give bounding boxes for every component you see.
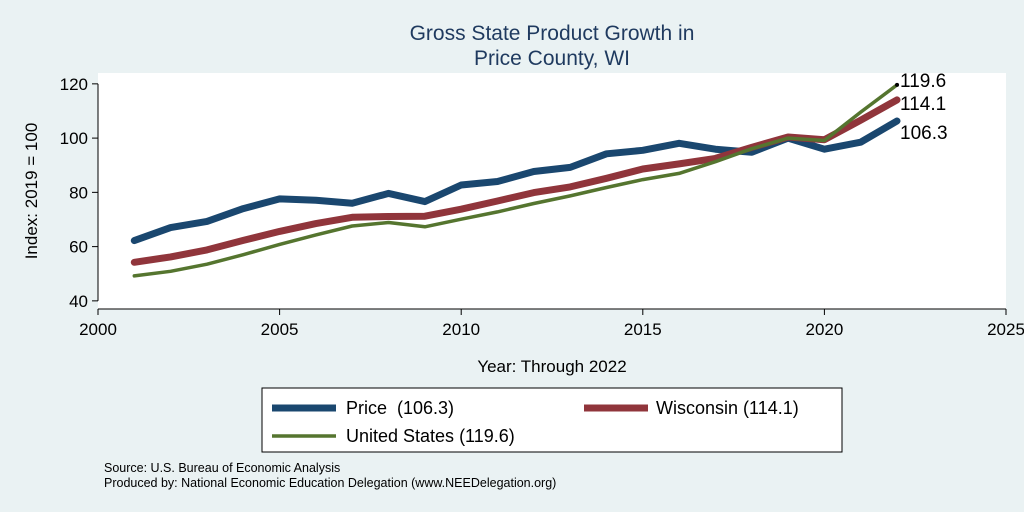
y-tick-label-60: 60	[69, 238, 88, 257]
y-tick-label-40: 40	[69, 292, 88, 311]
x-tick-label-2000: 2000	[79, 320, 117, 339]
y-tick-label-100: 100	[60, 129, 88, 148]
x-axis: 2000 2005 2010 2015 2020 2025	[79, 308, 1024, 339]
series-line-united-states	[132, 83, 899, 278]
y-axis-label: Index: 2019 = 100	[22, 123, 41, 260]
x-tick-label-2015: 2015	[624, 320, 662, 339]
x-tick-label-2005: 2005	[261, 320, 299, 339]
end-label-wisconsin: 114.1	[900, 94, 946, 115]
x-tick-label-2025: 2025	[987, 320, 1024, 339]
y-tick-label-120: 120	[60, 75, 88, 94]
y-axis: 40 60 80 100 120	[60, 75, 99, 311]
legend-box	[261, 387, 843, 453]
end-label-united-states: 119.6	[900, 71, 946, 92]
source-note: Source: U.S. Bureau of Economic Analysis	[104, 461, 340, 475]
x-axis-label: Year: Through 2022	[477, 357, 626, 376]
legend: Price (106.3) Wisconsin (114.1) United S…	[261, 387, 843, 453]
x-tick-label-2020: 2020	[805, 320, 843, 339]
y-tick-label-80: 80	[69, 183, 88, 202]
legend-label-price: Price (106.3)	[346, 398, 454, 418]
produced-note: Produced by: National Economic Education…	[104, 476, 556, 490]
legend-label-wisconsin: Wisconsin (114.1)	[656, 398, 799, 418]
legend-label-united-states: United States (119.6)	[346, 426, 515, 446]
chart-title-line-1: Gross State Product Growth in	[410, 22, 695, 45]
series-lines	[130, 83, 901, 278]
chart-title-line-2: Price County, WI	[474, 47, 630, 70]
x-tick-label-2010: 2010	[442, 320, 480, 339]
end-label-price: 106.3	[900, 123, 948, 144]
end-marker-united-states	[895, 82, 900, 87]
